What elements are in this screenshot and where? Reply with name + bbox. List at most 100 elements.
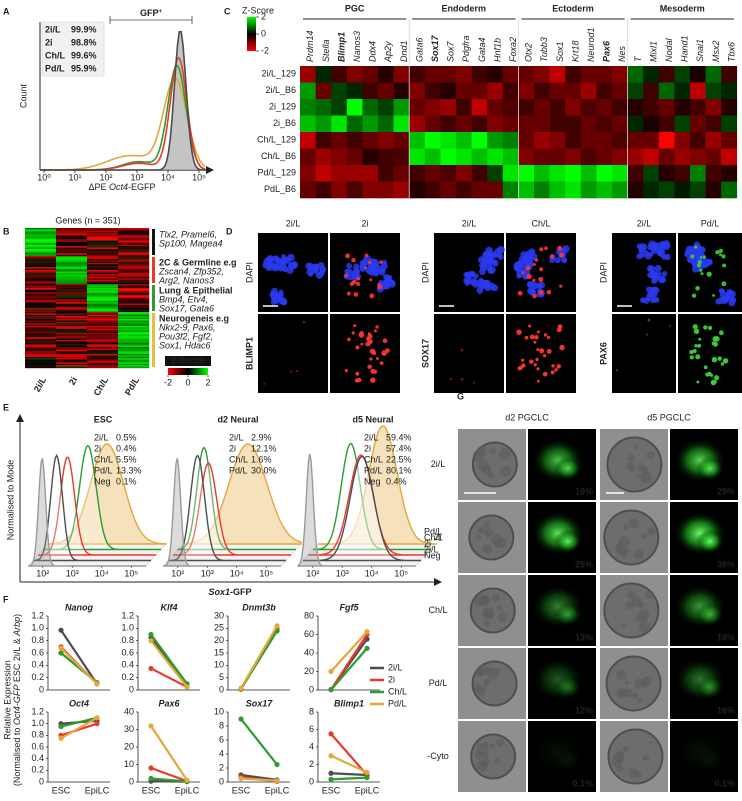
heatmap-cell: [25, 312, 57, 314]
heatmap-cell: [56, 349, 88, 352]
heatmap-cell: [331, 181, 348, 199]
series-point: [328, 668, 334, 675]
legend-box: [41, 21, 105, 77]
column-label: Mixl1: [648, 41, 658, 62]
heatmap-cell: [87, 337, 119, 339]
cell: [721, 281, 727, 287]
column-label: T: [633, 55, 643, 62]
series-point: [148, 723, 154, 729]
heatmap-cell: [118, 256, 150, 258]
heatmap-cell: [565, 99, 582, 116]
heatmap-cell: [346, 165, 363, 182]
texture: [647, 527, 656, 536]
texture: [648, 740, 653, 745]
cell: [696, 263, 702, 268]
nucleus: [520, 251, 528, 259]
series-line: [240, 625, 278, 689]
heatmap-cell: [596, 66, 613, 83]
heatmap-cell: [25, 228, 57, 230]
heatmap-cell: [56, 319, 88, 321]
heatmap-cell: [378, 99, 394, 116]
legend-value: 0.4%: [386, 476, 407, 486]
heatmap-cell: [25, 351, 57, 353]
gfp-signal: [554, 529, 582, 554]
chart-title: Blimp1: [334, 698, 364, 708]
texture: [481, 756, 490, 765]
gfp-signal: [696, 456, 724, 481]
heatmap-cell: [346, 82, 363, 100]
heatmap-cell: [674, 148, 691, 166]
legend-name: Pd/L: [45, 63, 65, 73]
legend-title-box: [165, 356, 211, 366]
heatmap-cell: [118, 264, 150, 266]
heatmap-cell: [25, 237, 57, 240]
heatmap-cell: [118, 254, 150, 257]
heatmap-cell: [56, 257, 88, 259]
nucleus: [706, 259, 713, 266]
heatmap-cell: [87, 320, 119, 322]
heatmap-cell: [25, 293, 57, 296]
series-line: [150, 667, 188, 688]
cell: [302, 320, 306, 324]
histogram-fill: [40, 31, 205, 170]
nucleus: [283, 256, 291, 264]
heatmap-cell: [580, 181, 597, 199]
cell: [559, 284, 563, 288]
heatmap-cell: [87, 299, 119, 301]
legend-name: Ch/L: [388, 686, 407, 696]
heatmap-cell: [487, 82, 504, 100]
nucleus: [352, 263, 360, 271]
heatmap-cell: [87, 237, 119, 240]
series-point: [328, 776, 334, 782]
heatmap-cell: [612, 165, 628, 182]
heatmap-cell: [643, 132, 660, 149]
column-label: Blimp1: [336, 32, 346, 62]
column-label: 2i: [67, 375, 79, 387]
y-axis-label: Relative Expression: [2, 660, 12, 740]
chart-title: Oct4: [69, 698, 89, 708]
heatmap-cell: [56, 292, 88, 294]
heatmap-cell: [87, 298, 119, 300]
series-point: [328, 753, 334, 759]
heatmap-cell: [118, 270, 150, 272]
texture: [618, 536, 630, 548]
heatmap-cell: [87, 257, 119, 259]
cell: [360, 342, 364, 346]
y-tick-label: 0.2: [31, 765, 44, 775]
heatmap-cell: [56, 317, 88, 320]
cluster-genes: Sp100, Magea4: [159, 238, 223, 248]
heatmap-cell: [56, 307, 88, 310]
heatmap-cell: [56, 335, 88, 338]
column-label: Sox17: [430, 34, 440, 62]
heatmap-cell: [705, 165, 722, 182]
heatmap-cell: [549, 148, 566, 166]
cell: [533, 340, 537, 344]
cell: [551, 364, 555, 368]
x-axis-label-part: ΔPE: [88, 182, 109, 192]
cell: [690, 254, 695, 259]
heatmap-cell: [25, 306, 57, 308]
cell: [516, 329, 522, 335]
heatmap-cell: [56, 303, 88, 306]
heatmap-cell: [118, 243, 150, 245]
heatmap-cell: [25, 251, 57, 254]
y-tick-label: 0: [129, 684, 134, 694]
heatmap-cell: [471, 181, 488, 199]
row-label: PdL_B6: [264, 184, 296, 194]
x-tick-label: 10⁴: [161, 172, 175, 182]
cell: [344, 368, 348, 373]
legend-value: 5.5%: [116, 454, 137, 464]
texture: [643, 754, 650, 761]
heatmap-cell: [87, 274, 119, 276]
heatmap-cell: [393, 82, 410, 100]
heatmap-cell: [87, 313, 119, 315]
heatmap-cell: [487, 115, 504, 133]
cell: [355, 345, 360, 350]
heatmap-cell: [56, 323, 88, 325]
heatmap-cell: [518, 165, 535, 182]
heatmap-cell: [118, 232, 150, 234]
cell: [367, 332, 371, 336]
heatmap-cell: [56, 288, 88, 290]
heatmap-cell: [25, 340, 57, 342]
